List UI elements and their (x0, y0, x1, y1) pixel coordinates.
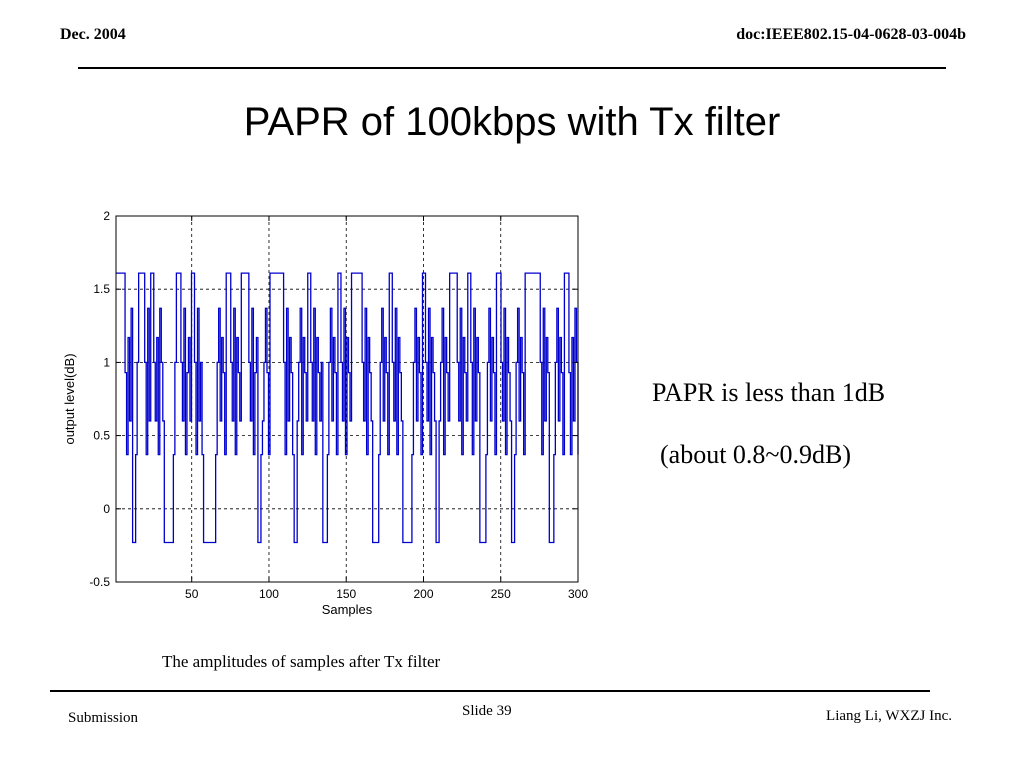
chart-svg: 50 100 150 200 250 300 -0.5 0 0.5 1 1.5 2 Samples out… (62, 209, 588, 617)
plot-frame (115, 215, 579, 583)
footer-divider (50, 690, 930, 692)
x-axis-label: Samples (322, 602, 373, 617)
x-tick-label: 150 (336, 587, 356, 601)
y-tick-label: -0.5 (89, 575, 110, 589)
header-doc-id: doc:IEEE802.15-04-0628-03-004b (736, 26, 966, 43)
footer-slide-number: Slide 39 (462, 703, 512, 719)
y-tick-label: 0 (103, 502, 110, 516)
y-tick-label: 1 (103, 355, 110, 369)
y-tick-label: 2 (103, 209, 110, 223)
x-tick-label: 300 (568, 587, 588, 601)
y-tick-label: 0.5 (93, 429, 110, 443)
x-tick-label: 200 (413, 587, 433, 601)
header-divider (78, 67, 946, 69)
x-tick-label: 50 (185, 587, 199, 601)
chart-container: 50 100 150 200 250 300 -0.5 0 0.5 1 1.5 2 Samples out… (56, 200, 604, 630)
note-papr-range: (about 0.8~0.9dB) (660, 440, 851, 469)
y-tick-label: 1.5 (93, 282, 110, 296)
y-axis-label: output level(dB) (62, 353, 77, 444)
x-tick-label: 100 (259, 587, 279, 601)
x-tick-label: 250 (491, 587, 511, 601)
chart-caption: The amplitudes of samples after Tx filte… (162, 652, 441, 671)
header-date: Dec. 2004 (60, 26, 126, 43)
slide-title: PAPR of 100kbps with Tx filter (243, 100, 781, 144)
data-series-line (116, 272, 579, 544)
note-papr: PAPR is less than 1dB (652, 378, 886, 407)
footer-submission: Submission (68, 710, 139, 726)
footer-author: Liang Li, WXZJ Inc. (826, 708, 952, 724)
